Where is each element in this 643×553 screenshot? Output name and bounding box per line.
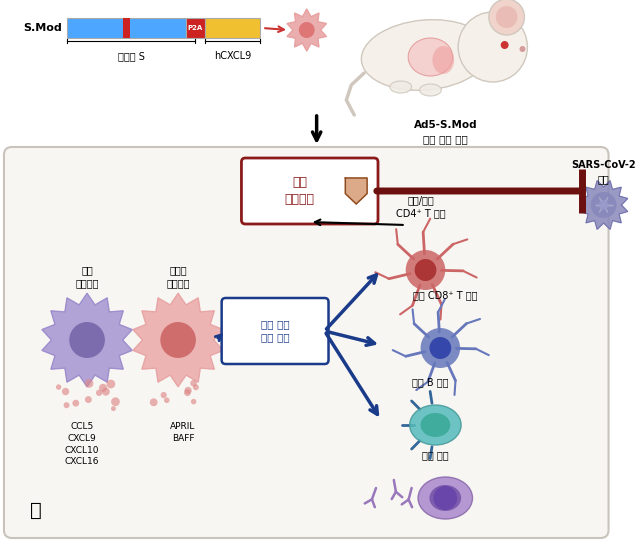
Polygon shape xyxy=(42,293,132,387)
Circle shape xyxy=(64,402,69,408)
Circle shape xyxy=(99,384,107,392)
Circle shape xyxy=(599,200,608,210)
Polygon shape xyxy=(345,178,367,204)
Ellipse shape xyxy=(419,84,441,96)
Circle shape xyxy=(96,390,102,396)
FancyBboxPatch shape xyxy=(4,147,608,538)
Ellipse shape xyxy=(430,485,461,511)
Text: 간질성
대식세포: 간질성 대식세포 xyxy=(167,265,190,288)
Text: 효과/기억
CD4⁺ T 세포: 효과/기억 CD4⁺ T 세포 xyxy=(395,196,446,218)
Circle shape xyxy=(111,398,120,406)
Circle shape xyxy=(496,6,518,28)
Text: 폐: 폐 xyxy=(30,500,41,519)
Circle shape xyxy=(107,379,115,388)
Circle shape xyxy=(184,389,191,396)
Text: 기억 B 세포: 기억 B 세포 xyxy=(412,377,449,387)
Circle shape xyxy=(458,12,527,82)
Text: 개량형 S: 개량형 S xyxy=(118,51,145,61)
Polygon shape xyxy=(579,181,628,229)
Bar xyxy=(186,18,205,38)
Circle shape xyxy=(85,379,93,388)
Circle shape xyxy=(421,328,460,368)
Circle shape xyxy=(73,400,79,406)
Text: 기억 세포
유지 지원: 기억 세포 유지 지원 xyxy=(261,320,289,343)
FancyBboxPatch shape xyxy=(222,298,329,364)
Circle shape xyxy=(193,384,199,390)
Circle shape xyxy=(150,398,158,406)
Bar xyxy=(205,18,260,38)
Text: CCL5
CXCL9
CXCL10
CXCL16: CCL5 CXCL9 CXCL10 CXCL16 xyxy=(65,422,100,466)
Circle shape xyxy=(190,380,197,387)
Bar xyxy=(68,18,186,38)
Circle shape xyxy=(191,399,196,404)
Text: APRIL
BAFF: APRIL BAFF xyxy=(170,422,195,443)
Circle shape xyxy=(489,0,525,35)
Ellipse shape xyxy=(418,477,473,519)
Text: hCXCL9: hCXCL9 xyxy=(214,51,251,61)
Circle shape xyxy=(62,388,69,395)
Text: SARS-CoV-2
감염: SARS-CoV-2 감염 xyxy=(571,160,636,184)
Text: S.Mod: S.Mod xyxy=(24,23,62,33)
Text: 형질 세포: 형질 세포 xyxy=(422,450,449,460)
Text: 보호
면역반응: 보호 면역반응 xyxy=(285,176,315,206)
Circle shape xyxy=(415,259,437,281)
Ellipse shape xyxy=(390,81,412,93)
Circle shape xyxy=(56,384,61,390)
Circle shape xyxy=(69,322,105,358)
Circle shape xyxy=(111,406,116,411)
Ellipse shape xyxy=(361,20,489,90)
Polygon shape xyxy=(287,9,327,51)
Circle shape xyxy=(102,388,110,395)
Circle shape xyxy=(520,46,525,52)
Circle shape xyxy=(164,398,170,403)
Circle shape xyxy=(430,337,451,359)
Circle shape xyxy=(85,396,92,403)
Circle shape xyxy=(501,41,509,49)
Ellipse shape xyxy=(410,405,461,445)
Circle shape xyxy=(299,22,314,38)
Text: 폐포
대식세포: 폐포 대식세포 xyxy=(75,265,99,288)
Text: Ad5-S.Mod
비강 백신 접종: Ad5-S.Mod 비강 백신 접종 xyxy=(413,120,477,144)
Bar xyxy=(123,18,130,38)
Circle shape xyxy=(160,322,196,358)
Text: 기억 CD8⁺ T 세포: 기억 CD8⁺ T 세포 xyxy=(413,290,478,300)
Circle shape xyxy=(591,192,617,218)
Circle shape xyxy=(406,250,446,290)
Circle shape xyxy=(185,387,192,394)
Circle shape xyxy=(161,392,167,398)
Polygon shape xyxy=(133,293,223,387)
Ellipse shape xyxy=(433,46,454,74)
Text: P2A: P2A xyxy=(188,25,203,31)
Ellipse shape xyxy=(421,413,450,437)
FancyBboxPatch shape xyxy=(241,158,378,224)
Ellipse shape xyxy=(408,38,453,76)
Circle shape xyxy=(433,486,457,510)
